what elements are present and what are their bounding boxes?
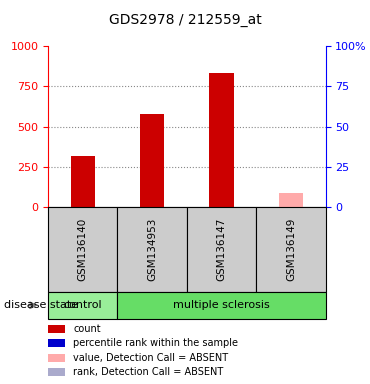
Bar [48, 325, 65, 333]
Text: GDS2978 / 212559_at: GDS2978 / 212559_at [109, 13, 261, 27]
FancyBboxPatch shape [118, 207, 187, 292]
Text: count: count [73, 324, 101, 334]
Text: GSM136147: GSM136147 [216, 218, 226, 281]
Text: GSM136140: GSM136140 [78, 218, 88, 281]
Text: control: control [64, 300, 102, 310]
Bar [209, 73, 234, 207]
FancyBboxPatch shape [187, 207, 256, 292]
Text: GSM136149: GSM136149 [286, 218, 296, 281]
Bar [48, 368, 65, 376]
FancyBboxPatch shape [118, 292, 326, 319]
FancyBboxPatch shape [256, 207, 326, 292]
Text: rank, Detection Call = ABSENT: rank, Detection Call = ABSENT [73, 367, 223, 377]
Text: disease state: disease state [4, 300, 78, 310]
Text: GSM134953: GSM134953 [147, 218, 157, 281]
Bar [71, 156, 95, 207]
Bar [48, 339, 65, 347]
Bar [140, 114, 164, 207]
Text: value, Detection Call = ABSENT: value, Detection Call = ABSENT [73, 353, 228, 362]
Text: multiple sclerosis: multiple sclerosis [173, 300, 270, 310]
Text: percentile rank within the sample: percentile rank within the sample [73, 338, 238, 348]
FancyBboxPatch shape [48, 292, 118, 319]
Bar [279, 193, 303, 207]
FancyBboxPatch shape [48, 207, 118, 292]
Bar [48, 354, 65, 362]
